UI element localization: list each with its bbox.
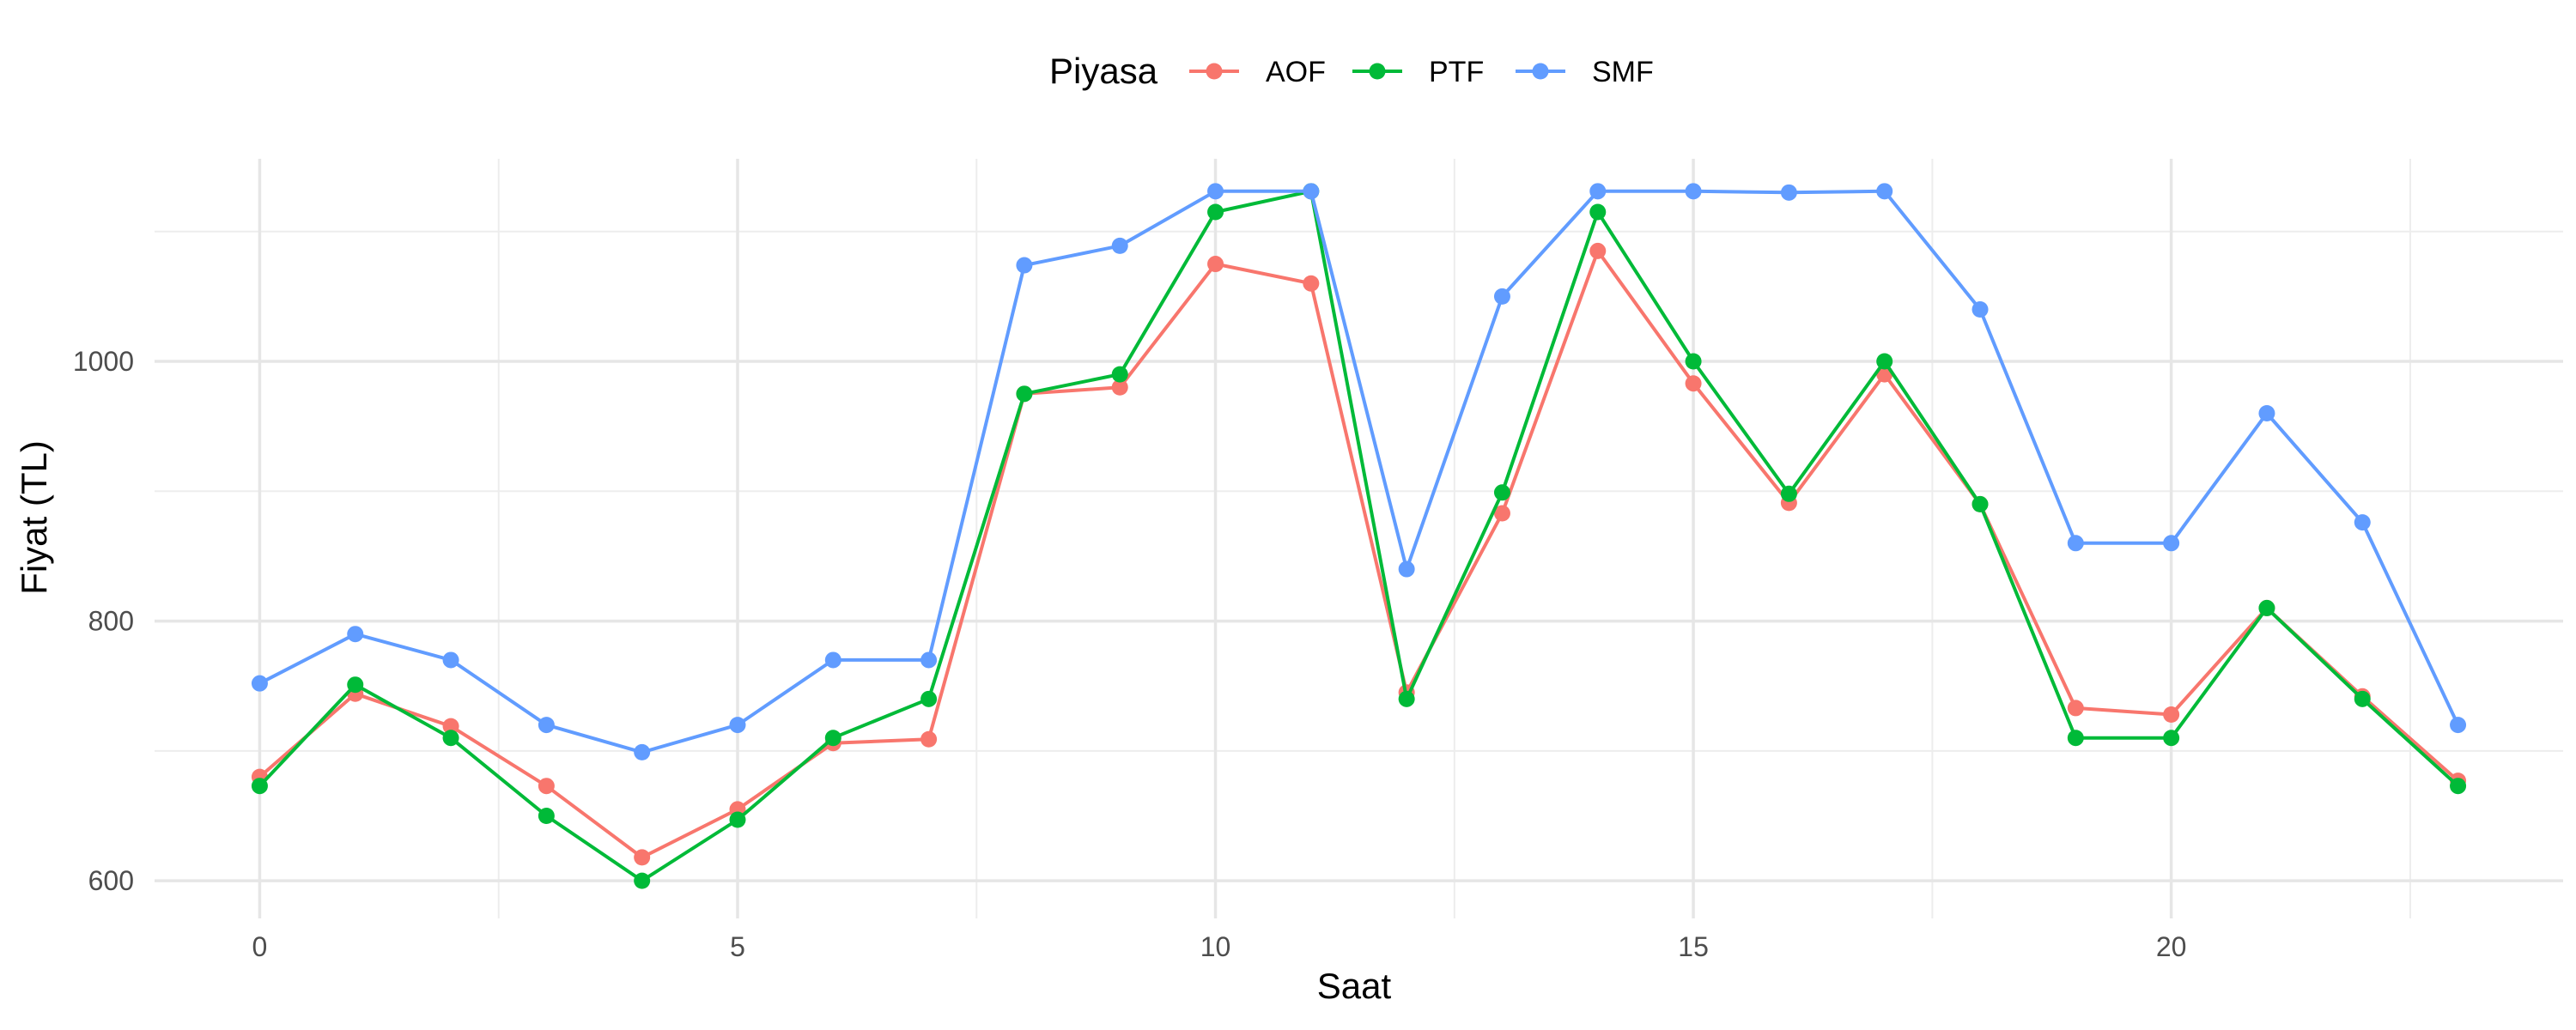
y-tick-label: 600 bbox=[88, 865, 134, 896]
data-point-ptf bbox=[1016, 385, 1033, 403]
data-point-ptf bbox=[538, 807, 555, 824]
data-point-ptf bbox=[1971, 495, 1989, 512]
data-point-smf bbox=[1207, 183, 1224, 200]
legend-label: PTF bbox=[1429, 56, 1484, 88]
data-point-smf bbox=[1685, 183, 1702, 200]
axis-ticks: 0 5 10 15 20 600 800 1000 bbox=[73, 346, 2187, 962]
data-point-smf bbox=[1876, 183, 1893, 200]
data-point-aof bbox=[1111, 379, 1128, 396]
x-tick-label: 5 bbox=[730, 931, 745, 962]
series-line-aof bbox=[258, 249, 2459, 859]
y-tick-label: 1000 bbox=[73, 346, 134, 377]
data-point-smf bbox=[442, 651, 459, 669]
data-point-ptf bbox=[2163, 730, 2180, 747]
data-point-aof bbox=[1493, 505, 1510, 522]
data-point-ptf bbox=[2258, 599, 2275, 616]
data-point-aof bbox=[634, 849, 651, 866]
legend-item-ptf: PTF bbox=[1352, 56, 1484, 88]
data-point-ptf bbox=[920, 690, 938, 707]
legend-key-point bbox=[1369, 63, 1386, 80]
series-aof bbox=[251, 242, 2467, 866]
data-point-ptf bbox=[1685, 353, 1702, 370]
data-point-ptf bbox=[1207, 203, 1224, 221]
series-lines bbox=[251, 183, 2467, 889]
data-point-aof bbox=[538, 778, 555, 795]
data-point-aof bbox=[1685, 375, 1702, 392]
legend: Piyasa AOF PTF SMF bbox=[1049, 51, 1654, 91]
legend-item-aof: AOF bbox=[1189, 56, 1326, 88]
x-tick-label: 0 bbox=[252, 931, 268, 962]
data-point-aof bbox=[1589, 242, 1607, 259]
data-point-smf bbox=[1398, 560, 1415, 578]
data-point-smf bbox=[2450, 717, 2467, 734]
grid bbox=[155, 159, 2563, 918]
data-point-aof bbox=[442, 718, 459, 735]
data-point-ptf bbox=[1111, 366, 1128, 383]
data-point-smf bbox=[634, 743, 651, 760]
y-tick-label: 800 bbox=[88, 606, 134, 637]
data-point-aof bbox=[2067, 700, 2084, 717]
data-point-smf bbox=[2163, 535, 2180, 552]
y-axis-title: Fiyat (TL) bbox=[14, 440, 54, 595]
data-point-smf bbox=[1303, 183, 1320, 200]
data-point-smf bbox=[2067, 535, 2084, 552]
data-point-smf bbox=[1589, 183, 1607, 200]
data-point-ptf bbox=[2354, 690, 2371, 707]
data-point-ptf bbox=[1780, 485, 1797, 502]
data-point-smf bbox=[347, 626, 364, 643]
data-point-ptf bbox=[1398, 690, 1415, 707]
data-point-ptf bbox=[824, 730, 841, 747]
data-point-ptf bbox=[1493, 484, 1510, 501]
data-point-smf bbox=[2258, 405, 2275, 422]
data-point-aof bbox=[2163, 706, 2180, 723]
legend-key-point bbox=[1206, 63, 1223, 80]
data-point-ptf bbox=[251, 778, 268, 795]
data-point-smf bbox=[538, 717, 555, 734]
data-point-aof bbox=[1207, 256, 1224, 273]
data-point-ptf bbox=[347, 676, 364, 694]
x-tick-label: 20 bbox=[2156, 931, 2187, 962]
data-point-smf bbox=[1780, 184, 1797, 201]
x-tick-label: 10 bbox=[1200, 931, 1231, 962]
legend-title: Piyasa bbox=[1049, 51, 1158, 91]
x-tick-label: 15 bbox=[1678, 931, 1709, 962]
series-line-smf bbox=[258, 189, 2460, 754]
legend-label: AOF bbox=[1266, 56, 1326, 88]
series-ptf bbox=[251, 183, 2467, 889]
data-point-ptf bbox=[442, 730, 459, 747]
data-point-smf bbox=[1971, 300, 1989, 318]
x-axis-title: Saat bbox=[1317, 966, 1392, 1006]
data-point-ptf bbox=[1589, 203, 1607, 221]
data-point-smf bbox=[1016, 257, 1033, 274]
legend-item-smf: SMF bbox=[1516, 56, 1654, 88]
data-point-ptf bbox=[1876, 353, 1893, 370]
data-point-smf bbox=[1111, 237, 1128, 254]
data-point-ptf bbox=[634, 872, 651, 889]
data-point-smf bbox=[251, 675, 268, 692]
data-point-smf bbox=[920, 651, 938, 669]
series-line-ptf bbox=[258, 189, 2459, 883]
legend-key-point bbox=[1532, 63, 1549, 80]
data-point-ptf bbox=[2450, 778, 2467, 795]
data-point-aof bbox=[1303, 275, 1320, 292]
legend-label: SMF bbox=[1592, 56, 1654, 88]
data-point-ptf bbox=[2067, 730, 2084, 747]
data-point-smf bbox=[2354, 514, 2371, 531]
series-smf bbox=[251, 183, 2467, 760]
data-point-smf bbox=[824, 651, 841, 669]
data-point-smf bbox=[729, 717, 746, 734]
data-point-smf bbox=[1493, 288, 1510, 305]
data-point-aof bbox=[920, 730, 938, 748]
data-point-ptf bbox=[729, 811, 746, 828]
